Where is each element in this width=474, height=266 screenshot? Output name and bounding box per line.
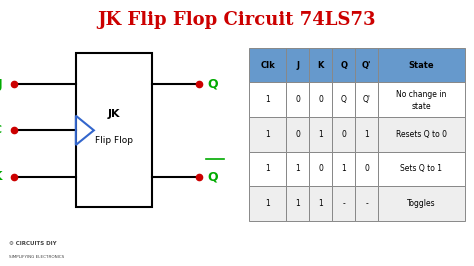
Text: Q': Q' [363, 95, 371, 104]
Text: -: - [365, 199, 368, 208]
Text: Q: Q [341, 95, 346, 104]
Text: 1: 1 [365, 130, 369, 139]
Bar [378, 186, 465, 221]
Text: 0: 0 [295, 130, 300, 139]
Text: Clk C: Clk C [0, 125, 2, 135]
Bar [355, 82, 378, 117]
Bar [249, 82, 286, 117]
Bar [309, 152, 332, 186]
Text: Flip Flop: Flip Flop [95, 136, 133, 146]
Text: Q': Q' [362, 61, 372, 70]
Bar [309, 117, 332, 152]
Text: K: K [0, 170, 2, 183]
Text: 0: 0 [319, 164, 323, 173]
Text: Q: Q [208, 170, 218, 183]
Bar [286, 82, 309, 117]
Bar [332, 186, 355, 221]
Bar [309, 186, 332, 221]
Text: 1: 1 [295, 164, 300, 173]
Bar [286, 186, 309, 221]
Text: Toggles: Toggles [407, 199, 436, 208]
Text: Q: Q [208, 78, 218, 90]
Text: JK: JK [108, 109, 120, 119]
Bar [309, 82, 332, 117]
Text: SIMPLIFYING ELECTRONICS: SIMPLIFYING ELECTRONICS [9, 255, 65, 259]
Text: 1: 1 [319, 199, 323, 208]
Text: No change in: No change in [396, 90, 447, 99]
Bar [249, 48, 286, 82]
Text: 0: 0 [295, 95, 300, 104]
Bar [286, 152, 309, 186]
Bar [355, 117, 378, 152]
Text: 1: 1 [265, 164, 270, 173]
Bar [76, 53, 152, 207]
Text: J: J [296, 61, 299, 70]
Bar [355, 152, 378, 186]
Text: 1: 1 [265, 95, 270, 104]
Text: Q: Q [340, 61, 347, 70]
Text: J: J [0, 78, 2, 90]
Bar [355, 186, 378, 221]
Bar [378, 82, 465, 117]
Bar [378, 152, 465, 186]
Text: Resets Q to 0: Resets Q to 0 [396, 130, 447, 139]
Text: 1: 1 [341, 164, 346, 173]
Bar [378, 117, 465, 152]
Text: 1: 1 [319, 130, 323, 139]
Text: state: state [411, 102, 431, 111]
Text: 0: 0 [319, 95, 323, 104]
Text: JK Flip Flop Circuit 74LS73: JK Flip Flop Circuit 74LS73 [98, 11, 376, 29]
Text: Sets Q to 1: Sets Q to 1 [401, 164, 442, 173]
Text: 1: 1 [265, 199, 270, 208]
Text: 0: 0 [341, 130, 346, 139]
Bar [249, 152, 286, 186]
Bar [332, 152, 355, 186]
Bar [286, 48, 309, 82]
Text: K: K [318, 61, 324, 70]
Text: 0: 0 [365, 164, 369, 173]
Text: -: - [342, 199, 345, 208]
Bar [355, 48, 378, 82]
Bar [286, 117, 309, 152]
Text: ⚙ CIRCUITS DIY: ⚙ CIRCUITS DIY [9, 241, 57, 246]
Text: State: State [409, 61, 434, 70]
Text: 1: 1 [295, 199, 300, 208]
Bar [309, 48, 332, 82]
Bar [332, 117, 355, 152]
Bar [332, 48, 355, 82]
Bar [249, 117, 286, 152]
Bar [332, 82, 355, 117]
Text: 1: 1 [265, 130, 270, 139]
Bar [378, 48, 465, 82]
Bar [249, 186, 286, 221]
Text: Clk: Clk [260, 61, 275, 70]
